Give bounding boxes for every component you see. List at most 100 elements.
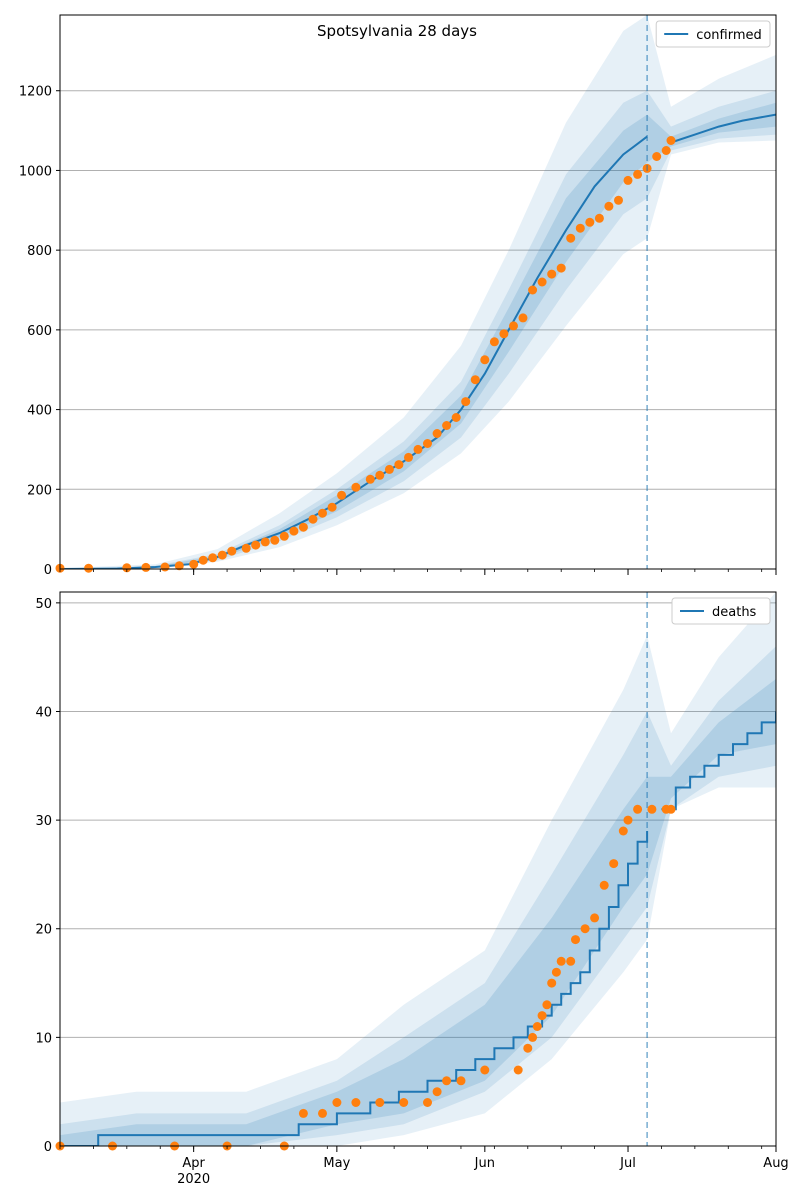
observed-point <box>375 1098 385 1107</box>
observed-point <box>160 562 170 572</box>
observed-point <box>332 1098 342 1107</box>
x-tick-label: Jul <box>619 1156 636 1171</box>
observed-point <box>365 474 375 484</box>
observed-point <box>566 956 576 966</box>
plot-frame <box>59 591 777 1147</box>
confirmed-panel: 0 200 400 600 800 1000 1200 confirmed <box>19 14 777 578</box>
observed-point <box>551 967 561 977</box>
observed-point <box>661 146 671 155</box>
observed-point <box>618 826 628 836</box>
observed-point <box>537 277 547 287</box>
x-tick-label: Jun <box>474 1156 495 1171</box>
observed-point <box>614 195 623 205</box>
y-tick-label: 200 <box>27 483 52 498</box>
observed-point <box>556 263 566 273</box>
legend-box <box>655 20 771 48</box>
observed-point <box>394 460 404 470</box>
observed-point <box>623 815 633 825</box>
observed-point <box>480 1065 490 1075</box>
observed-point <box>413 444 423 454</box>
observed-point <box>470 375 480 385</box>
band-75-band <box>60 90 776 569</box>
observed-point <box>451 413 461 422</box>
observed-point <box>318 508 327 518</box>
observed-point <box>633 169 643 179</box>
observed-point <box>442 421 452 430</box>
observed-point <box>456 1076 466 1086</box>
legend-box <box>671 597 771 625</box>
observed-point <box>556 956 566 966</box>
observed-point <box>571 935 580 945</box>
observed-point <box>523 1043 533 1053</box>
legend-label: deaths <box>712 605 757 620</box>
observed-point <box>528 1032 538 1042</box>
observed-point <box>399 1098 409 1107</box>
x-tick-label: May <box>323 1156 350 1171</box>
legend: deaths <box>671 597 771 625</box>
y-tick-label: 0 <box>44 1140 52 1155</box>
observed-point <box>461 397 471 407</box>
observed-point <box>298 522 308 532</box>
observed-point <box>599 880 609 890</box>
observed-point <box>241 543 251 553</box>
observed-point <box>566 233 576 243</box>
y-tick-label: 20 <box>35 923 52 938</box>
y-tick-label: 30 <box>35 814 52 829</box>
observed-point <box>279 531 289 541</box>
x-tick-sublabel: 2020 <box>177 1172 210 1187</box>
observed-point <box>141 562 151 572</box>
observed-point <box>604 201 614 211</box>
y-tick-label: 50 <box>35 597 52 612</box>
observed-point <box>499 329 509 339</box>
observed-point <box>575 223 585 233</box>
legend: confirmed <box>655 20 771 48</box>
observed-point <box>189 559 199 569</box>
observed-point <box>375 470 385 480</box>
plot-frame <box>59 14 777 570</box>
observed-point <box>384 464 394 474</box>
observed-point <box>122 563 132 573</box>
y-tick-label: 1000 <box>19 164 52 179</box>
observed-point <box>647 804 657 814</box>
y-tick-label: 1200 <box>19 85 52 100</box>
legend-label: confirmed <box>696 28 762 43</box>
observed-point <box>298 1108 308 1118</box>
observed-point <box>666 804 676 814</box>
observed-point <box>518 313 528 323</box>
model-line-forecast <box>661 711 776 811</box>
observed-point <box>198 555 208 565</box>
observed-point <box>666 136 676 145</box>
observed-point <box>423 439 432 448</box>
observed-point <box>404 452 413 462</box>
observed-point <box>217 550 227 560</box>
observed-point <box>542 1000 552 1010</box>
observed-point <box>480 355 490 365</box>
observed-point <box>609 859 619 869</box>
model-line-forecast <box>670 113 776 144</box>
band-90-band <box>60 15 776 569</box>
y-tick-label: 600 <box>27 324 52 339</box>
observed-point <box>423 1098 432 1107</box>
observed-point <box>289 526 299 536</box>
observed-point <box>528 285 538 295</box>
observed-point <box>208 553 218 563</box>
y-tick-label: 10 <box>35 1031 52 1046</box>
band-75-band <box>60 646 776 1146</box>
y-tick-label: 0 <box>44 563 52 578</box>
band-50-band <box>60 678 776 1146</box>
band-90-band <box>60 592 776 1146</box>
observed-point <box>351 482 361 492</box>
observed-point <box>351 1098 361 1107</box>
observed-point <box>442 1076 452 1086</box>
observed-point <box>327 502 337 512</box>
chart-title: Spotsylvania 28 days <box>317 22 477 40</box>
observed-point <box>547 978 557 988</box>
observed-point <box>513 1065 523 1075</box>
observed-point <box>633 804 643 814</box>
observed-point <box>623 175 633 185</box>
x-tick-label: Apr <box>182 1156 205 1171</box>
observed-point <box>318 1108 327 1118</box>
observed-point <box>580 924 590 934</box>
observed-point <box>509 321 518 331</box>
